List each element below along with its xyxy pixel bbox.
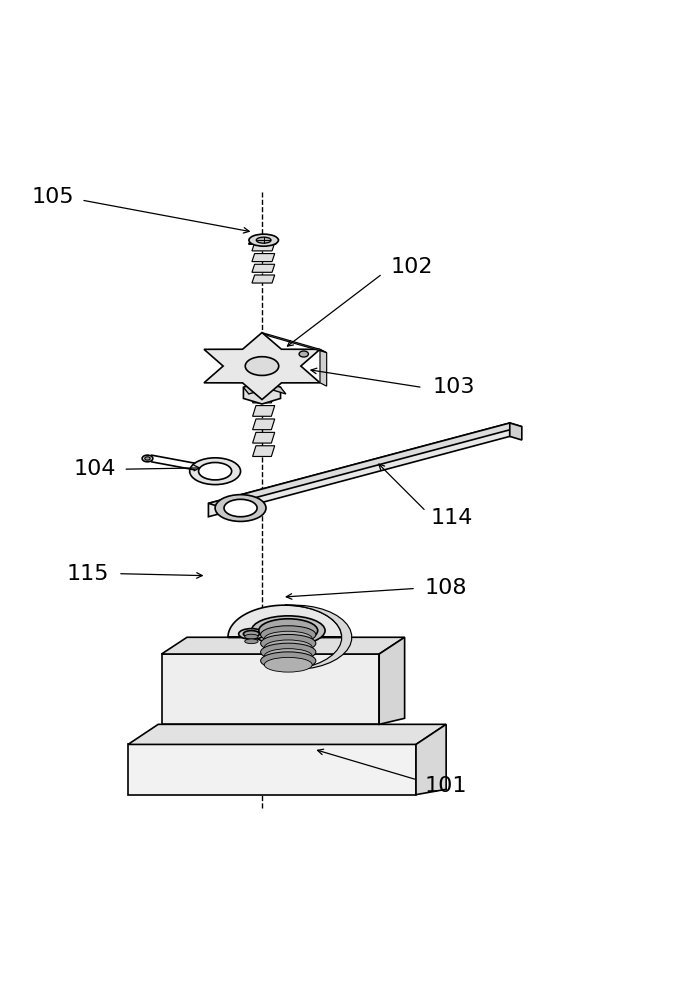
Ellipse shape xyxy=(245,639,258,644)
Ellipse shape xyxy=(256,237,271,243)
Text: 115: 115 xyxy=(66,564,109,584)
Ellipse shape xyxy=(142,455,153,462)
Polygon shape xyxy=(253,406,275,416)
Polygon shape xyxy=(128,744,416,795)
Polygon shape xyxy=(416,724,446,795)
Polygon shape xyxy=(128,724,446,744)
Polygon shape xyxy=(252,243,275,251)
Polygon shape xyxy=(252,254,275,262)
Polygon shape xyxy=(320,349,327,386)
Polygon shape xyxy=(161,637,405,654)
Text: 101: 101 xyxy=(425,776,467,796)
Ellipse shape xyxy=(145,457,150,460)
Ellipse shape xyxy=(260,643,316,661)
Ellipse shape xyxy=(260,634,316,652)
Ellipse shape xyxy=(215,495,266,521)
Ellipse shape xyxy=(252,616,325,645)
Polygon shape xyxy=(262,382,286,394)
Polygon shape xyxy=(161,654,379,724)
Polygon shape xyxy=(253,419,275,430)
Polygon shape xyxy=(204,333,320,400)
Ellipse shape xyxy=(264,640,312,655)
Text: 104: 104 xyxy=(73,459,116,479)
Polygon shape xyxy=(208,423,522,507)
Ellipse shape xyxy=(245,357,279,375)
Ellipse shape xyxy=(243,631,260,637)
Text: 102: 102 xyxy=(390,257,433,277)
Text: 108: 108 xyxy=(425,578,467,598)
Polygon shape xyxy=(379,637,405,724)
Ellipse shape xyxy=(260,626,316,643)
Text: 103: 103 xyxy=(433,377,475,397)
Ellipse shape xyxy=(264,657,312,672)
Ellipse shape xyxy=(264,631,312,646)
Polygon shape xyxy=(249,239,279,244)
Polygon shape xyxy=(243,382,267,394)
Polygon shape xyxy=(285,605,352,669)
Ellipse shape xyxy=(190,458,241,485)
Polygon shape xyxy=(253,432,275,443)
Ellipse shape xyxy=(245,634,258,639)
Ellipse shape xyxy=(260,652,316,670)
Ellipse shape xyxy=(224,499,257,517)
Ellipse shape xyxy=(259,619,318,642)
Polygon shape xyxy=(252,275,275,283)
Ellipse shape xyxy=(199,462,232,480)
Polygon shape xyxy=(243,382,281,404)
Ellipse shape xyxy=(239,629,264,639)
Polygon shape xyxy=(510,423,522,440)
Polygon shape xyxy=(262,333,327,353)
Polygon shape xyxy=(252,264,275,272)
Text: 105: 105 xyxy=(31,187,74,207)
Ellipse shape xyxy=(264,649,312,663)
Polygon shape xyxy=(228,605,342,637)
Polygon shape xyxy=(253,392,275,403)
Ellipse shape xyxy=(299,351,308,357)
Text: 114: 114 xyxy=(431,508,473,528)
Ellipse shape xyxy=(249,234,279,246)
Polygon shape xyxy=(208,423,510,517)
Polygon shape xyxy=(253,446,275,456)
